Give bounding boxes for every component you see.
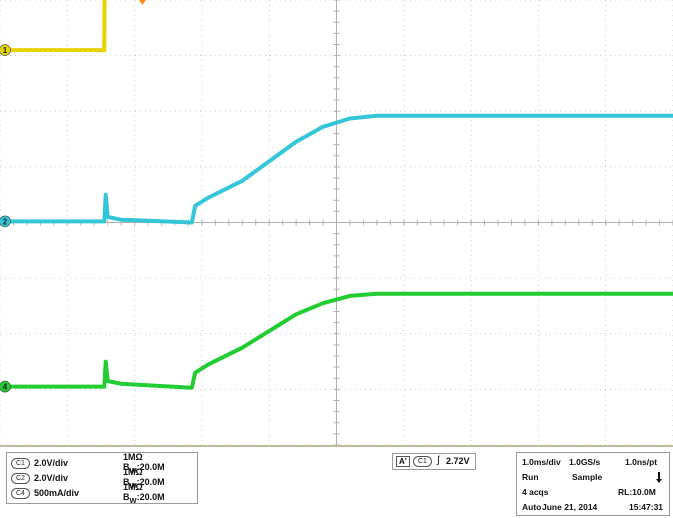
capture-time: 15:47:31 [629,502,664,512]
channel-row-c4[interactable]: C4 500mA/div 1MΩ BW:20.0M [11,482,165,504]
channel-marker-icon[interactable]: 2 [0,215,11,228]
channel-marker-label: 1 [3,46,8,55]
acquisition-count: 4 acqs [522,487,549,497]
channel-marker-icon[interactable]: 4 [0,380,11,393]
trigger-panel[interactable]: A' C1 ∫ 2.72V [392,453,476,470]
trigger-mode: Auto [522,502,542,512]
trace-line [0,113,673,225]
trigger-label: A' [396,456,410,467]
impedance-bandwidth: 1MΩ BW:20.0M [123,481,165,505]
channel-row-c2[interactable]: C2 2.0V/div 1MΩ BW:20.0M [11,467,165,489]
waveform-display: 1 2 4 [0,0,673,447]
timebase: 1.0ms/div [522,457,561,467]
acquisition-panel[interactable]: 1.0ms/div 1.0GS/s 1.0ns/pt Run Sample 4 … [516,452,670,516]
vertical-scale: 2.0V/div [33,473,68,483]
channel-chip: C4 [11,487,30,499]
run-state: Run [522,472,539,482]
trigger-source-chip: C1 [413,456,432,467]
channel-marker-label: 4 [3,383,8,392]
impedance-bandwidth: 1MΩ BW:20.0M [123,466,165,490]
sample-rate: 1.0GS/s [569,457,601,467]
display-bezel [0,445,673,447]
channel-markers: 1 2 4 [0,44,11,393]
channel-marker-icon[interactable]: 1 [0,44,11,56]
graticule [0,0,673,446]
trace-line [0,0,107,53]
channel-marker-label: 2 [3,217,8,226]
channel-row-c1[interactable]: C1 2.0V/div 1MΩ BW:20.0M [11,452,165,474]
waveform-traces [0,0,673,390]
channel-settings-panel: C1 2.0V/div 1MΩ BW:20.0M C2 2.0V/div 1MΩ… [6,452,198,504]
trigger-position-icon [139,0,146,5]
record-length: RL:10.0M [618,487,656,497]
trace-line [0,291,673,390]
vertical-scale: 2.0V/div [33,458,68,468]
channel-chip: C1 [11,457,30,469]
impedance-bandwidth: 1MΩ BW:20.0M [123,451,165,475]
trigger-level: 2.72V [446,456,470,466]
acquisition-mode: Sample [572,472,603,482]
download-arrow-icon [656,472,662,483]
resolution: 1.0ns/pt [625,457,658,467]
capture-date: June 21, 2014 [542,502,598,512]
rising-edge-icon: ∫ [437,455,440,466]
channel-chip: C2 [11,472,30,484]
vertical-scale: 500mA/div [33,488,79,498]
